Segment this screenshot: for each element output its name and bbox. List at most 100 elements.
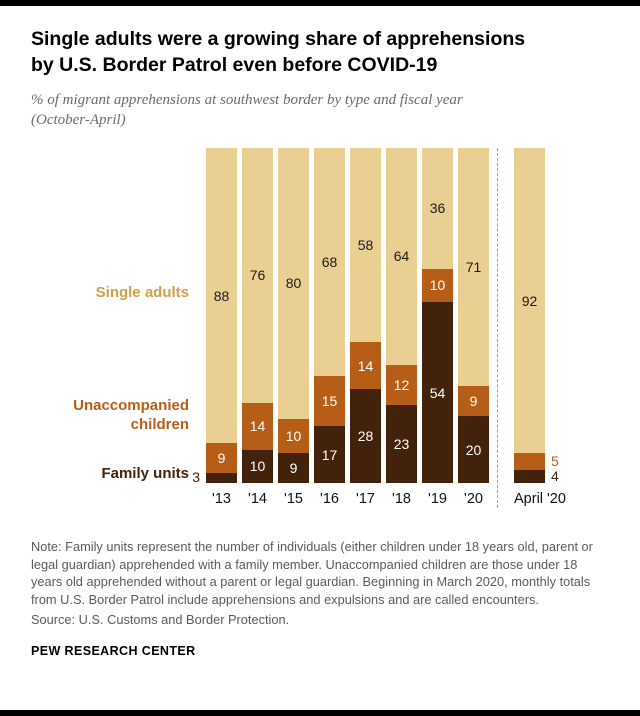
bar-segment-unaccompanied-children: 14 — [242, 402, 273, 450]
bar-segment-single-adults: 64 — [386, 148, 417, 365]
stacked-bar-16: 17 15 68 — [314, 148, 345, 484]
bar-value-label: 76 — [249, 267, 266, 284]
bar-segment-single-adults: 58 — [350, 148, 381, 343]
bar-value-label: 68 — [321, 254, 338, 271]
chart-subtitle-line1: % of migrant apprehensions at southwest … — [31, 91, 463, 108]
bar-segment-family-units: 28 — [350, 389, 381, 484]
bar-value-label: 92 — [521, 292, 538, 309]
stacked-bar-18: 23 12 64 — [386, 148, 417, 484]
bar-value-label: 9 — [469, 393, 478, 410]
bar-segment-unaccompanied-children: 10 — [422, 268, 453, 303]
legend-family-units: Family units — [101, 465, 189, 483]
bar-column-13: 9 88 '13 — [206, 148, 237, 507]
bar-value-label: 71 — [465, 259, 482, 276]
legend-unaccompanied-children-line1: Unaccompanied — [73, 397, 189, 415]
bar-value-label-outside: 5 — [551, 452, 559, 469]
bar-segment-single-adults: 92 — [514, 148, 545, 454]
bar-segment-family-units: 9 — [278, 452, 309, 484]
bar-value-label: 80 — [285, 275, 302, 292]
bar-column-14: 10 14 76 '14 — [242, 148, 273, 507]
chart-area: Single adults Unaccompanied children Fam… — [31, 148, 609, 512]
stacked-bar-17: 28 14 58 — [350, 148, 381, 484]
bar-segment-unaccompanied-children: 15 — [314, 375, 345, 427]
stacked-bar-15: 9 10 80 — [278, 148, 309, 484]
bar-segment-single-adults: 71 — [458, 148, 489, 386]
bar-column-18: 23 12 64 '18 — [386, 148, 417, 507]
chart-legend: Single adults Unaccompanied children Fam… — [31, 148, 199, 483]
x-axis-label-15: '15 — [284, 491, 303, 508]
top-rule — [0, 0, 640, 6]
bar-column-17: 28 14 58 '17 — [350, 148, 381, 507]
x-axis-label-19: '19 — [428, 491, 447, 508]
bar-segment-single-adults: 76 — [242, 148, 273, 403]
bar-column-16: 17 15 68 '16 — [314, 148, 345, 507]
bar-value-label: 17 — [321, 446, 338, 463]
stacked-bar-april-20: 92 — [514, 148, 545, 484]
bar-value-label: 36 — [429, 200, 446, 217]
bar-value-label: 10 — [429, 277, 446, 294]
chart-title: Single adults were a growing share of ap… — [31, 26, 609, 79]
bar-segment-single-adults: 80 — [278, 148, 309, 419]
bar-value-label: 15 — [321, 393, 338, 410]
x-axis-label-16: '16 — [320, 491, 339, 508]
chart-bars: 9 88 '13 10 14 76 '14 9 10 80 '15 17 15 68 '16 28 14 58 '1… — [192, 148, 609, 512]
legend-unaccompanied-children-line2: children — [130, 415, 189, 433]
bar-segment-family-units: 23 — [386, 405, 417, 484]
bar-value-label: 23 — [393, 436, 410, 453]
bar-segment-unaccompanied-children — [514, 453, 545, 470]
stacked-bar-19: 54 10 36 — [422, 148, 453, 484]
bar-value-label: 54 — [429, 384, 446, 401]
chart-subtitle-line2: (October-April) — [31, 111, 126, 128]
bar-segment-single-adults: 68 — [314, 148, 345, 376]
bar-segment-family-units: 20 — [458, 416, 489, 484]
bar-value-label: 14 — [357, 357, 374, 374]
bar-value-label: 58 — [357, 237, 374, 254]
bar-value-label: 14 — [249, 418, 266, 435]
bar-segment-family-units: 17 — [314, 426, 345, 484]
bar-segment-family-units — [514, 469, 545, 484]
legend-single-adults: Single adults — [95, 284, 189, 302]
footnote: Note: Family units represent the number … — [31, 539, 593, 608]
chart-title-line1: Single adults were a growing share of ap… — [31, 28, 526, 50]
bar-segment-unaccompanied-children: 10 — [278, 418, 309, 453]
x-axis-label-13: '13 — [212, 491, 231, 508]
bar-segment-family-units: 54 — [422, 302, 453, 484]
bar-column-19: 54 10 36 '19 — [422, 148, 453, 507]
source-line: Source: U.S. Customs and Border Protecti… — [31, 611, 290, 627]
bar-value-label: 9 — [289, 459, 298, 476]
bar-column-15: 9 10 80 '15 — [278, 148, 309, 507]
stacked-bar-20: 20 9 71 — [458, 148, 489, 484]
chart-subtitle: % of migrant apprehensions at southwest … — [31, 90, 609, 131]
x-axis-label-april-20: April '20 — [514, 491, 566, 508]
bar-column-20: 20 9 71 '20 — [458, 148, 489, 507]
stacked-bar-14: 10 14 76 — [242, 148, 273, 484]
bar-segment-single-adults: 36 — [422, 148, 453, 269]
bar-segment-unaccompanied-children: 12 — [386, 364, 417, 406]
bar-value-label: 12 — [393, 377, 410, 393]
stacked-bar-13: 9 88 — [206, 148, 237, 484]
bar-segment-unaccompanied-children: 9 — [206, 442, 237, 474]
bar-segment-family-units: 10 — [242, 449, 273, 484]
bar-value-label: 20 — [465, 441, 482, 458]
bar-value-label-outside: 4 — [551, 467, 559, 484]
bar-segment-family-units — [206, 473, 237, 484]
chart-title-line2: by U.S. Border Patrol even before COVID-… — [31, 54, 438, 77]
bar-segment-unaccompanied-children: 9 — [458, 385, 489, 417]
x-axis-label-20: '20 — [464, 491, 483, 508]
bar-value-label: 10 — [249, 458, 266, 475]
brand-footer: PEW RESEARCH CENTER — [31, 644, 196, 659]
bar-segment-unaccompanied-children: 14 — [350, 342, 381, 390]
bar-segment-single-adults: 88 — [206, 148, 237, 443]
x-axis-label-17: '17 — [356, 491, 375, 508]
bar-value-label: 28 — [357, 428, 374, 445]
covid-separator-line — [497, 148, 498, 509]
x-axis-label-18: '18 — [392, 491, 411, 508]
bar-value-label: 64 — [393, 248, 410, 265]
bottom-rule — [0, 710, 640, 716]
bar-value-label: 88 — [213, 287, 230, 304]
bar-value-label: 9 — [217, 450, 226, 466]
bar-value-label-outside: 3 — [192, 469, 200, 486]
x-axis-label-14: '14 — [248, 491, 267, 508]
bar-column-april-20: 92 April '20 — [514, 148, 566, 508]
legend-unaccompanied-children: Unaccompanied children — [31, 397, 189, 435]
